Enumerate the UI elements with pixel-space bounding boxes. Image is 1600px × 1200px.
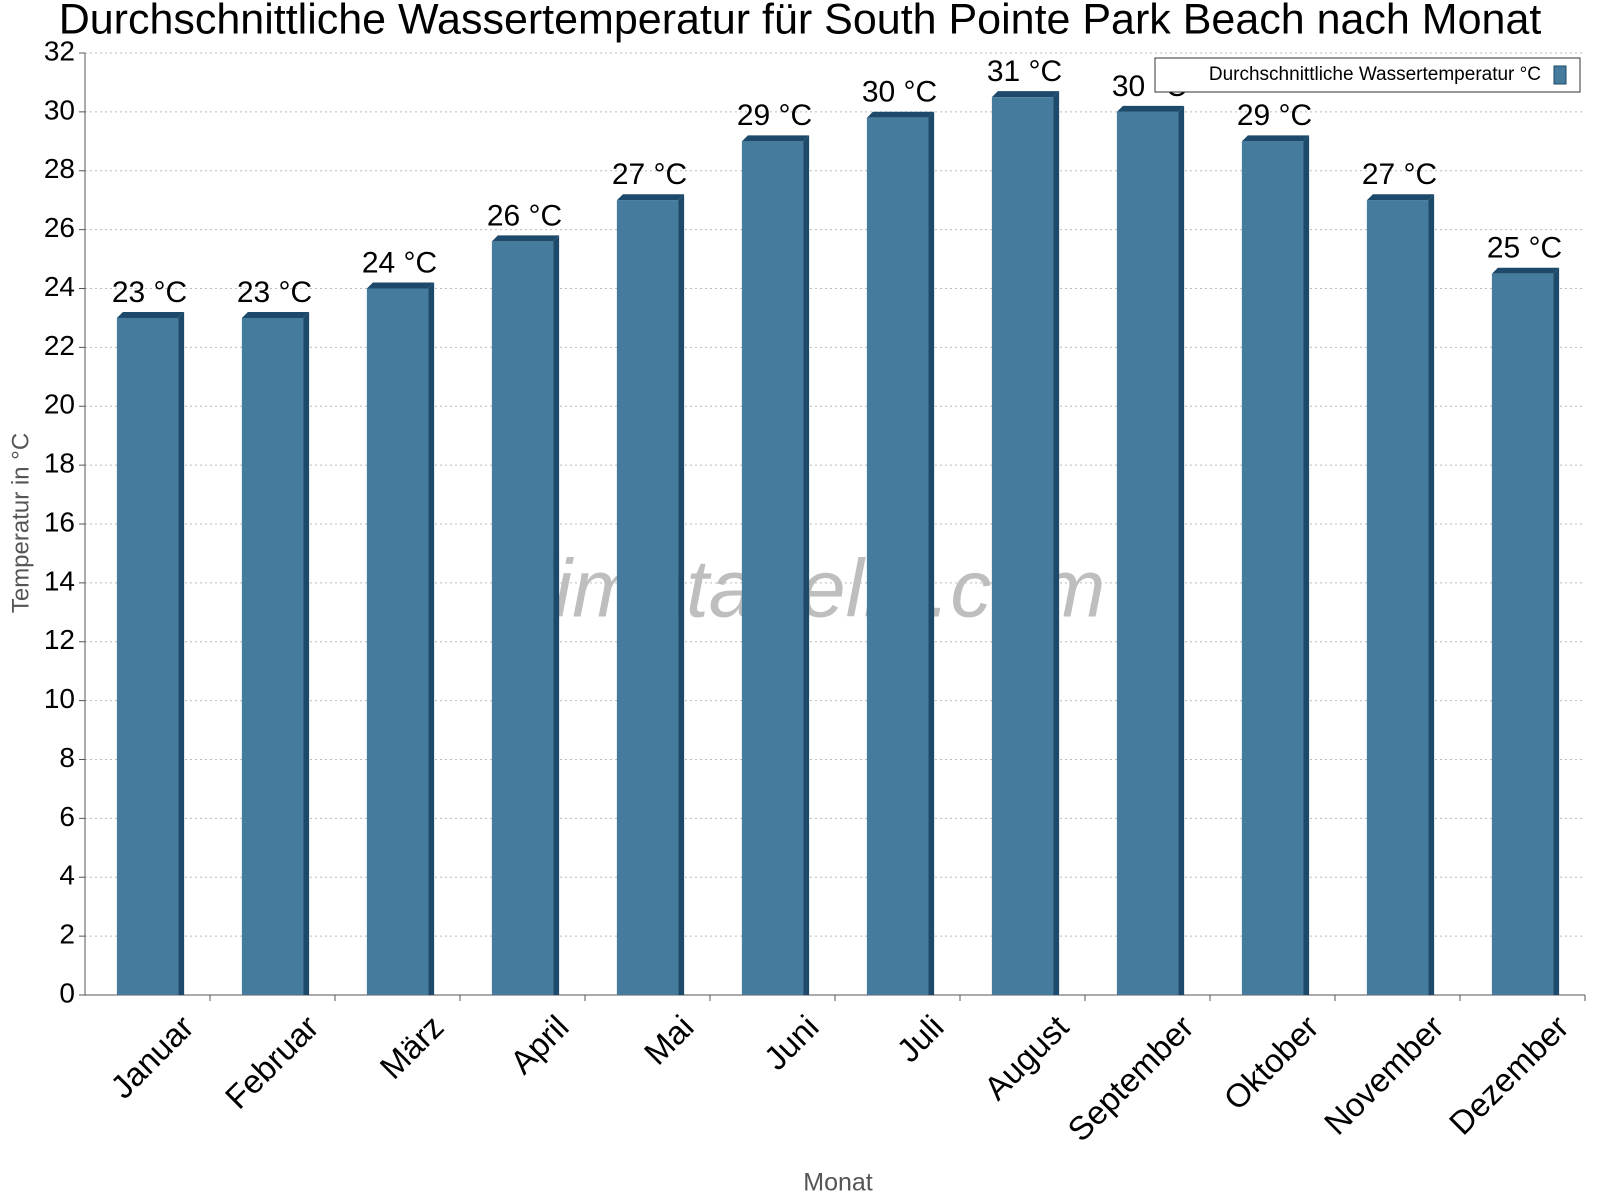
y-tick-label: 26 bbox=[44, 212, 75, 243]
bar bbox=[241, 317, 304, 995]
bar-side bbox=[1053, 91, 1060, 995]
bar-top bbox=[241, 311, 310, 318]
legend-box bbox=[1154, 57, 1581, 93]
y-tick-label: 2 bbox=[59, 919, 75, 950]
bar bbox=[741, 141, 804, 995]
bar bbox=[491, 241, 554, 995]
bar-top bbox=[1491, 267, 1560, 274]
y-tick-label: 20 bbox=[44, 389, 75, 420]
value-label: 30 °C bbox=[862, 76, 937, 109]
y-tick-label: 0 bbox=[59, 977, 75, 1008]
y-tick-label: 14 bbox=[44, 565, 75, 596]
y-tick-label: 24 bbox=[44, 271, 75, 302]
bar-top bbox=[1241, 135, 1310, 142]
bar bbox=[616, 200, 679, 995]
y-tick-label: 10 bbox=[44, 683, 75, 714]
value-label: 24 °C bbox=[362, 246, 437, 279]
bar-top bbox=[116, 311, 185, 318]
value-label: 23 °C bbox=[237, 276, 312, 309]
bar-side bbox=[1303, 135, 1310, 995]
bar bbox=[1491, 273, 1554, 995]
x-axis-title: Monat bbox=[803, 1169, 873, 1197]
y-tick-label: 18 bbox=[44, 448, 75, 479]
y-tick-label: 28 bbox=[44, 153, 75, 184]
bar-side bbox=[1178, 105, 1185, 995]
y-tick-label: 30 bbox=[44, 94, 75, 125]
y-tick-label: 8 bbox=[59, 742, 75, 773]
bar-side bbox=[1553, 267, 1560, 995]
bar-top bbox=[741, 135, 810, 142]
value-label: 29 °C bbox=[1237, 99, 1312, 132]
legend-swatch bbox=[1553, 65, 1567, 85]
bar bbox=[116, 317, 179, 995]
value-label: 31 °C bbox=[987, 55, 1062, 88]
bar bbox=[866, 117, 929, 995]
bar-top bbox=[866, 111, 935, 118]
bar-top bbox=[1366, 194, 1435, 201]
bar bbox=[1241, 141, 1304, 995]
y-tick-label: 32 bbox=[44, 35, 75, 66]
bar-side bbox=[1428, 194, 1435, 995]
bar-side bbox=[928, 111, 935, 995]
bar-top bbox=[1116, 105, 1185, 112]
bar-side bbox=[553, 235, 560, 995]
y-axis-title: Temperatur in °C bbox=[7, 433, 34, 613]
bar-side bbox=[803, 135, 810, 995]
value-label: 26 °C bbox=[487, 199, 562, 232]
value-label: 27 °C bbox=[612, 158, 687, 191]
value-label: 23 °C bbox=[112, 276, 187, 309]
bar bbox=[366, 288, 429, 995]
value-label: 25 °C bbox=[1487, 232, 1562, 265]
bar bbox=[1366, 200, 1429, 995]
bar-top bbox=[366, 282, 435, 289]
y-tick-label: 6 bbox=[59, 801, 75, 832]
legend-label: Durchschnittliche Wassertemperatur °C bbox=[1209, 64, 1541, 85]
bar-side bbox=[178, 311, 185, 995]
bar-side bbox=[678, 194, 685, 995]
value-label: 29 °C bbox=[737, 99, 812, 132]
y-tick-label: 12 bbox=[44, 624, 75, 655]
y-tick-label: 4 bbox=[59, 860, 75, 891]
bar-side bbox=[428, 282, 435, 995]
bar-top bbox=[991, 91, 1060, 98]
bar bbox=[991, 97, 1054, 995]
bar-side bbox=[303, 311, 310, 995]
chart-title: Durchschnittliche Wassertemperatur für S… bbox=[59, 0, 1542, 43]
y-tick-label: 22 bbox=[44, 330, 75, 361]
y-tick-label: 16 bbox=[44, 506, 75, 537]
bar bbox=[1116, 111, 1179, 995]
bar-top bbox=[491, 235, 560, 242]
legend: Durchschnittliche Wassertemperatur °C bbox=[1154, 57, 1581, 93]
value-label: 27 °C bbox=[1362, 158, 1437, 191]
bar-top bbox=[616, 194, 685, 201]
